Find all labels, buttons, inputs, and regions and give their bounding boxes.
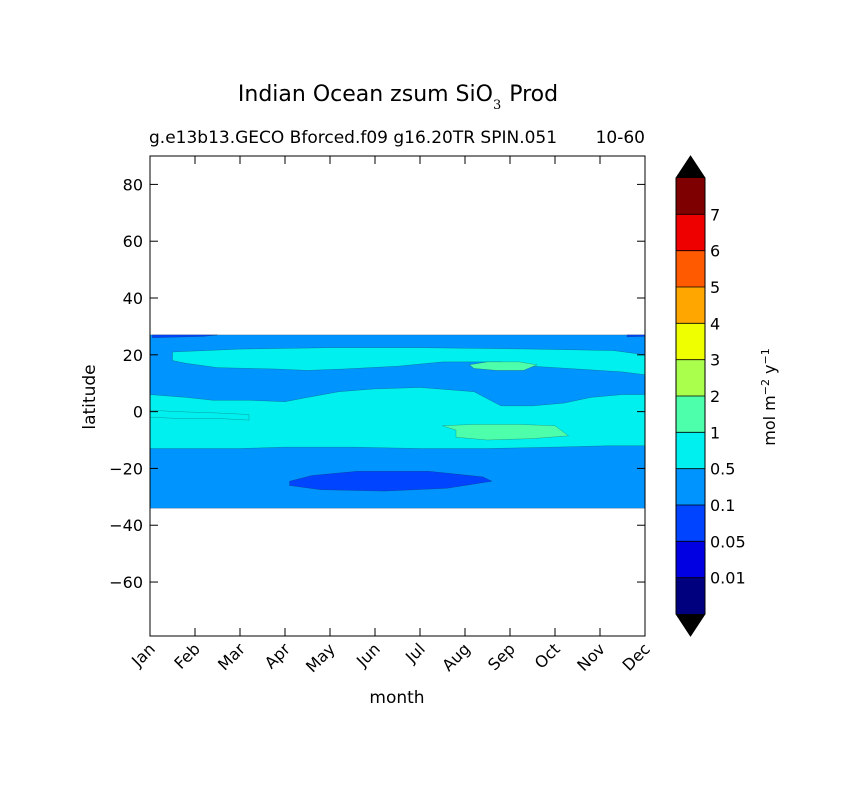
y-tick-label: 0 <box>133 403 143 422</box>
y-tick-label: 80 <box>123 175 143 194</box>
x-tick-label: Jul <box>401 639 429 667</box>
contour-region-5 <box>442 424 570 441</box>
colorbar-segment <box>676 323 705 360</box>
contour-region-7 <box>152 334 218 339</box>
y-axis-label: latitude <box>80 364 100 429</box>
y-tick-label: 60 <box>123 232 143 251</box>
x-tick-label: Jun <box>352 639 384 671</box>
colorbar-tick-label: 0.1 <box>710 496 735 515</box>
colorbar-tick-label: 5 <box>710 278 720 297</box>
x-tick-label: Jan <box>127 639 159 671</box>
x-tick-label: Apr <box>261 639 294 672</box>
colorbar-tick-label: 0.01 <box>710 569 746 588</box>
y-tick-label: 40 <box>123 289 143 308</box>
colorbar-segment <box>676 250 705 287</box>
x-tick-label: Mar <box>214 639 249 674</box>
y-tick-label: −60 <box>109 573 143 592</box>
colorbar: 0.01 0.05 0.1 0.5 1 2 3 4 5 6 7 <box>675 155 746 637</box>
colorbar-label: mol m−2 y−1 <box>759 348 780 446</box>
colorbar-tick-label: 0.5 <box>710 460 735 479</box>
colorbar-outline <box>675 155 706 637</box>
colorbar-segment <box>676 178 705 215</box>
chart-title: Indian Ocean zsum SiO3 Prod <box>238 82 558 113</box>
colorbar-label-exp2: −1 <box>759 348 772 364</box>
colorbar-extend-low <box>676 614 705 636</box>
colorbar-label-main: mol m <box>760 395 779 446</box>
colorbar-segment <box>676 396 705 433</box>
contour-region-6 <box>289 471 493 492</box>
y-tick-label: 20 <box>123 346 143 365</box>
colorbar-segment <box>676 432 705 469</box>
title-main: Indian Ocean zsum SiO <box>238 82 493 107</box>
colorbar-tick-label: 3 <box>710 351 720 370</box>
plot-area: Jan Feb Mar Apr May Jun Jul Aug Sep Oct Nov Dec 80 6… <box>109 155 654 676</box>
x-tick-label: Nov <box>573 639 609 675</box>
colorbar-tick-label: 0.05 <box>710 532 746 551</box>
contour-region-4 <box>469 361 538 371</box>
x-tick-label: Oct <box>531 639 564 672</box>
title-subscript: 3 <box>493 98 501 113</box>
colorbar-tick-label: 4 <box>710 314 720 333</box>
chart-subtitle-left: g.e13b13.GECO Bforced.f09 g16.20TR SPIN.… <box>149 128 557 148</box>
chart-subtitle-right: 10-60 <box>596 128 645 148</box>
x-axis-label: month <box>369 688 424 708</box>
colorbar-segment <box>676 577 705 614</box>
colorbar-segment <box>676 359 705 396</box>
colorbar-segment <box>676 541 705 578</box>
colorbar-segment <box>676 468 705 505</box>
colorbar-segment <box>676 505 705 542</box>
x-tick-label: May <box>302 639 339 676</box>
title-end: Prod <box>509 82 558 107</box>
plot-frame <box>149 155 646 637</box>
contour-region-3 <box>150 409 250 421</box>
colorbar-tick-label: 2 <box>710 387 720 406</box>
x-tick-label: Dec <box>618 639 653 674</box>
colorbar-tick-label: 7 <box>710 205 720 224</box>
colorbar-extend-high <box>676 156 705 178</box>
colorbar-label-exp1: −2 <box>759 379 772 395</box>
colorbar-label-mid: y <box>760 364 779 379</box>
colorbar-segment <box>676 214 705 251</box>
y-tick-label: −40 <box>109 516 143 535</box>
y-tick-label: −20 <box>109 459 143 478</box>
x-tick-label: Feb <box>170 639 203 672</box>
colorbar-tick-label: 1 <box>710 423 720 442</box>
x-tick-label: Sep <box>484 639 519 674</box>
colorbar-tick-label: 6 <box>710 242 720 261</box>
contour-region-8 <box>626 334 645 338</box>
colorbar-segment <box>676 287 705 324</box>
x-tick-label: Aug <box>438 639 474 675</box>
